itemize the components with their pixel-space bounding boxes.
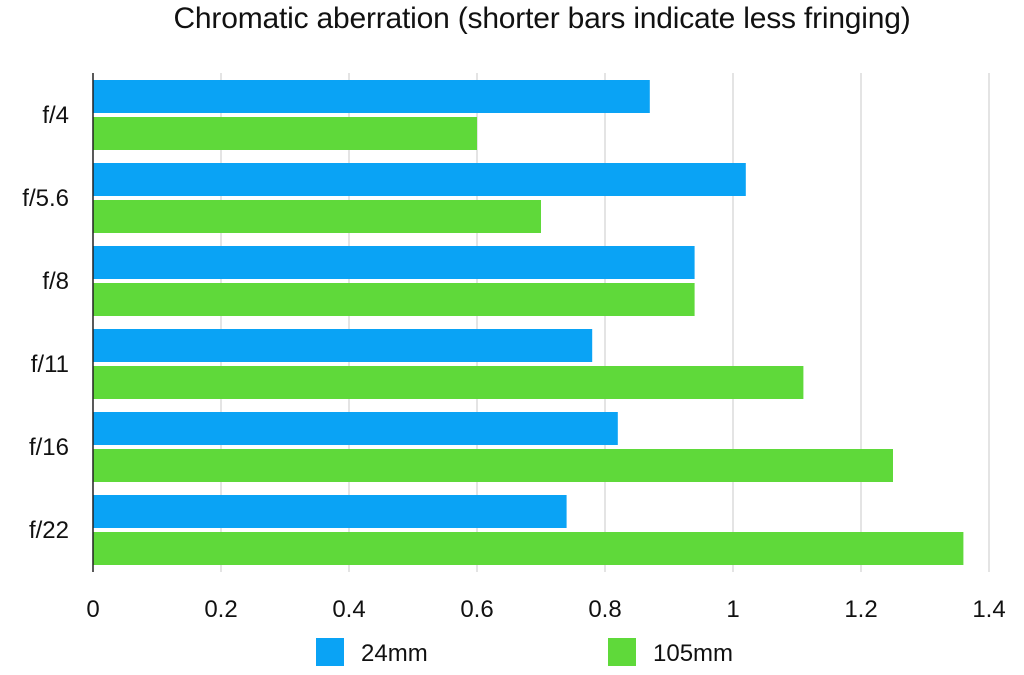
x-tick-label: 0.4 [332, 596, 365, 623]
y-tick-label: f/4 [42, 102, 69, 129]
gridlines [220, 73, 990, 572]
bar-24mm-f/8 [93, 246, 695, 279]
x-tick-label: 0.2 [204, 596, 237, 623]
legend-swatch-24mm [316, 638, 344, 666]
bar-105mm-f/11 [93, 366, 804, 399]
legend-swatch-105mm [608, 638, 636, 666]
bar-105mm-f/4 [93, 117, 477, 150]
legend-label-105mm: 105mm [653, 640, 733, 667]
y-tick-label: f/11 [31, 351, 69, 378]
y-tick-label: f/22 [29, 517, 69, 544]
y-tick-label: f/16 [29, 434, 69, 461]
bar-24mm-f/11 [93, 329, 593, 362]
x-tick-label: 1.4 [972, 596, 1005, 623]
bar-24mm-f/5.6 [93, 163, 746, 196]
x-tick-label: 0.6 [460, 596, 493, 623]
bar-105mm-f/16 [93, 449, 893, 482]
x-tick-label: 1 [726, 596, 739, 623]
chart-title: Chromatic aberration (shorter bars indic… [173, 2, 911, 35]
x-tick-label: 0 [86, 596, 99, 623]
bars [93, 80, 964, 565]
bar-24mm-f/22 [93, 495, 567, 528]
bar-105mm-f/22 [93, 532, 964, 565]
x-tick-label: 0.8 [588, 596, 621, 623]
x-tick-label: 1.2 [844, 596, 877, 623]
bar-105mm-f/5.6 [93, 200, 541, 233]
y-tick-label: f/5.6 [22, 185, 69, 212]
legend: 24mm 105mm [316, 638, 733, 667]
bar-24mm-f/16 [93, 412, 618, 445]
axis-labels: 0 0.2 0.4 0.6 0.8 1 1.2 1.4 f/4 f/5.6 f/8 f/11 f/16 f… [22, 102, 1005, 623]
bar-24mm-f/4 [93, 80, 650, 113]
legend-label-24mm: 24mm [361, 640, 428, 667]
bar-105mm-f/8 [93, 283, 695, 316]
y-tick-label: f/8 [42, 268, 69, 295]
